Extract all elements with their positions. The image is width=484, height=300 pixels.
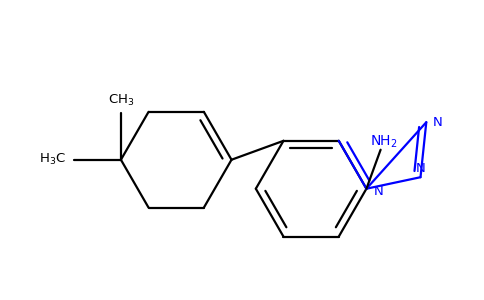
Text: N: N	[433, 116, 442, 129]
Text: CH$_3$: CH$_3$	[107, 93, 134, 108]
Text: N: N	[416, 162, 425, 176]
Text: N: N	[374, 185, 383, 198]
Text: NH$_2$: NH$_2$	[370, 133, 397, 150]
Text: H$_3$C: H$_3$C	[40, 152, 66, 167]
